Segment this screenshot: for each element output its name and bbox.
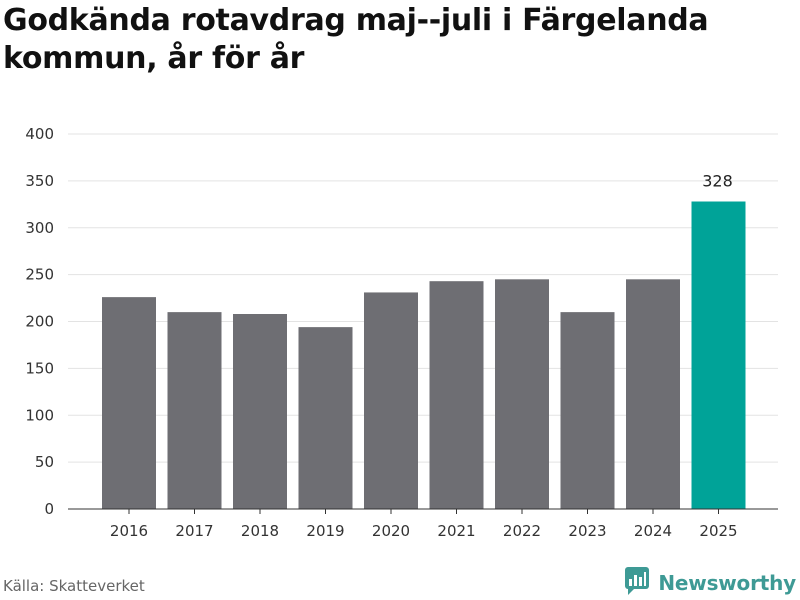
y-tick-label: 200 <box>25 313 54 331</box>
x-tick-label: 2025 <box>699 522 737 540</box>
y-tick-label: 350 <box>25 172 54 190</box>
bar-2017 <box>167 312 222 509</box>
y-tick-label: 300 <box>25 219 54 237</box>
data-labels: 328 <box>702 172 733 191</box>
y-axis-ticks: 0 50 100 150 200 250 300 350 400 <box>25 125 54 518</box>
brand-logo: Newsworthy <box>624 566 796 600</box>
x-tick-label: 2022 <box>503 522 541 540</box>
chart-title: Godkända rotavdrag maj--juli i Färgeland… <box>3 3 709 76</box>
brand-name: Newsworthy <box>658 571 796 595</box>
x-tick-label: 2023 <box>568 522 606 540</box>
y-tick-label: 150 <box>25 359 54 377</box>
x-axis-ticks: 2016 2017 2018 2019 2020 2021 2022 2023 2024 2025 <box>110 509 738 540</box>
x-tick-label: 2016 <box>110 522 148 540</box>
source-note: Källa: Skatteverket <box>3 577 145 595</box>
y-tick-label: 0 <box>44 500 54 518</box>
x-tick-label: 2018 <box>241 522 279 540</box>
x-tick-label: 2024 <box>634 522 672 540</box>
y-tick-label: 50 <box>35 453 54 471</box>
bar-2019 <box>298 327 353 509</box>
y-tick-label: 100 <box>25 406 54 424</box>
bar-2016 <box>102 297 156 509</box>
x-tick-label: 2021 <box>437 522 475 540</box>
bar-2018 <box>233 314 287 509</box>
bar-2020 <box>364 292 418 509</box>
bar-2022 <box>495 279 549 509</box>
bar-2021 <box>429 281 484 509</box>
newsworthy-logo-icon <box>624 566 650 600</box>
y-tick-label: 400 <box>25 125 54 143</box>
y-tick-label: 250 <box>25 266 54 284</box>
bar-2023 <box>560 312 615 509</box>
data-label-2025: 328 <box>702 172 733 191</box>
bar-2025 <box>691 201 746 509</box>
x-tick-label: 2020 <box>372 522 410 540</box>
bars <box>102 201 746 509</box>
bar-2024 <box>626 279 680 509</box>
x-tick-label: 2017 <box>175 522 213 540</box>
x-tick-label: 2019 <box>306 522 344 540</box>
